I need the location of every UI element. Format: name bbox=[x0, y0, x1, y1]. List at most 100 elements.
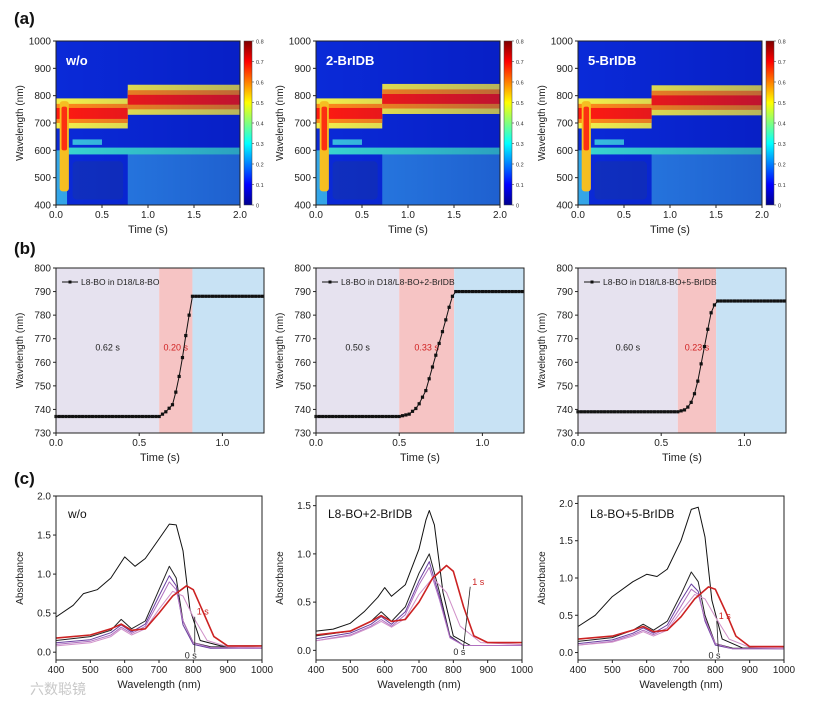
heatmap-shade bbox=[578, 41, 762, 205]
data-point bbox=[494, 289, 498, 294]
colorbar-tick-label: 0.5 bbox=[516, 101, 524, 107]
y-tick-label: 750 bbox=[34, 381, 51, 392]
data-point bbox=[702, 344, 707, 349]
x-axis-label: Time (s) bbox=[662, 452, 702, 464]
data-point bbox=[67, 414, 71, 419]
spectrum-line bbox=[577, 593, 785, 649]
data-point bbox=[666, 410, 670, 414]
data-point bbox=[237, 294, 241, 298]
data-point bbox=[609, 410, 613, 414]
data-point bbox=[394, 414, 398, 419]
colorbar-tick-label: 0 bbox=[778, 204, 781, 210]
colorbar-tick-label: 0.4 bbox=[256, 122, 264, 128]
data-point bbox=[460, 289, 465, 294]
data-point bbox=[622, 410, 627, 414]
data-point bbox=[457, 289, 461, 294]
colorbar-tick-label: 0.8 bbox=[778, 40, 786, 46]
x-tick-label: 600 bbox=[376, 665, 393, 676]
x-tick-label: 0.5 bbox=[654, 438, 668, 449]
data-point bbox=[374, 414, 378, 419]
data-point bbox=[477, 289, 481, 294]
data-point bbox=[632, 410, 637, 414]
y-tick-label: 740 bbox=[34, 405, 51, 416]
y-tick-label: 730 bbox=[556, 429, 573, 440]
data-point bbox=[729, 299, 733, 303]
y-tick-label: 770 bbox=[556, 334, 573, 345]
x-tick-label: 1.0 bbox=[475, 438, 489, 449]
x-tick-label: 700 bbox=[411, 665, 428, 676]
colorbar-tick-label: 0.6 bbox=[256, 81, 264, 87]
data-point bbox=[699, 362, 703, 366]
data-point bbox=[347, 414, 351, 419]
x-tick-label: 0.5 bbox=[392, 438, 406, 449]
data-point bbox=[732, 299, 737, 303]
y-tick-label: 770 bbox=[34, 334, 51, 345]
axes bbox=[53, 267, 265, 436]
x-tick-label: 1000 bbox=[773, 665, 796, 676]
y-tick-label: 500 bbox=[294, 173, 311, 184]
panel-label-c: (c) bbox=[14, 469, 35, 488]
data-point bbox=[244, 294, 248, 298]
axes bbox=[575, 267, 787, 436]
legend-marker bbox=[328, 280, 332, 284]
data-point bbox=[170, 403, 175, 407]
data-point bbox=[354, 414, 358, 419]
x-tick-label: 2.0 bbox=[755, 210, 769, 221]
x-tick-label: 1.0 bbox=[141, 210, 155, 221]
data-point bbox=[81, 414, 85, 419]
colorbar-tick-label: 0.2 bbox=[256, 163, 264, 169]
x-tick-label: 0.0 bbox=[571, 210, 585, 221]
data-point bbox=[404, 413, 408, 417]
y-tick-label: 900 bbox=[34, 64, 51, 75]
y-tick-label: 600 bbox=[294, 146, 311, 157]
data-point bbox=[384, 414, 388, 419]
data-point bbox=[742, 299, 746, 303]
colorbar-tick-label: 0.3 bbox=[516, 142, 524, 148]
axes bbox=[575, 495, 785, 663]
y-tick-label: 2.0 bbox=[559, 499, 573, 510]
data-point bbox=[579, 410, 583, 414]
time-arrow bbox=[462, 586, 471, 650]
data-point bbox=[752, 299, 756, 303]
spectrum-line bbox=[315, 577, 523, 646]
data-point bbox=[344, 414, 348, 419]
region-duration-label: 0.20 s bbox=[164, 343, 189, 353]
x-tick-label: 500 bbox=[604, 665, 621, 676]
y-tick-label: 740 bbox=[556, 405, 573, 416]
data-point bbox=[154, 414, 158, 419]
data-point bbox=[137, 414, 141, 419]
data-point bbox=[444, 318, 448, 322]
x-axis-label: Time (s) bbox=[400, 452, 440, 464]
x-tick-label: 700 bbox=[151, 665, 168, 676]
data-point bbox=[117, 414, 121, 419]
sample-label: L8-BO+2-BrIDB bbox=[328, 507, 412, 521]
data-point bbox=[254, 294, 258, 298]
data-point bbox=[220, 294, 224, 298]
data-point bbox=[749, 299, 753, 303]
data-point bbox=[84, 414, 88, 419]
data-point bbox=[766, 299, 770, 303]
data-point bbox=[487, 289, 491, 294]
data-point bbox=[682, 408, 687, 412]
x-tick-label: 800 bbox=[707, 665, 724, 676]
x-tick-label: 0.0 bbox=[49, 438, 63, 449]
y-tick-label: 500 bbox=[34, 173, 51, 184]
y-tick-label: 400 bbox=[34, 201, 51, 212]
x-tick-label: 1.5 bbox=[709, 210, 723, 221]
data-point bbox=[762, 299, 766, 303]
data-point bbox=[204, 294, 208, 298]
x-tick-label: 900 bbox=[479, 665, 496, 676]
y-axis-label: Wavelength (nm) bbox=[537, 85, 548, 161]
y-tick-label: 800 bbox=[556, 264, 573, 275]
axes bbox=[53, 40, 241, 208]
data-point bbox=[397, 414, 401, 419]
data-point bbox=[94, 414, 98, 419]
axes bbox=[53, 495, 263, 663]
data-point bbox=[174, 390, 178, 394]
colorbar-tick-label: 0 bbox=[256, 204, 259, 210]
data-point bbox=[500, 289, 504, 294]
time-annotation: 0 s bbox=[185, 650, 198, 660]
data-point bbox=[586, 410, 590, 414]
y-tick-label: 780 bbox=[34, 311, 51, 322]
data-point bbox=[100, 414, 105, 419]
